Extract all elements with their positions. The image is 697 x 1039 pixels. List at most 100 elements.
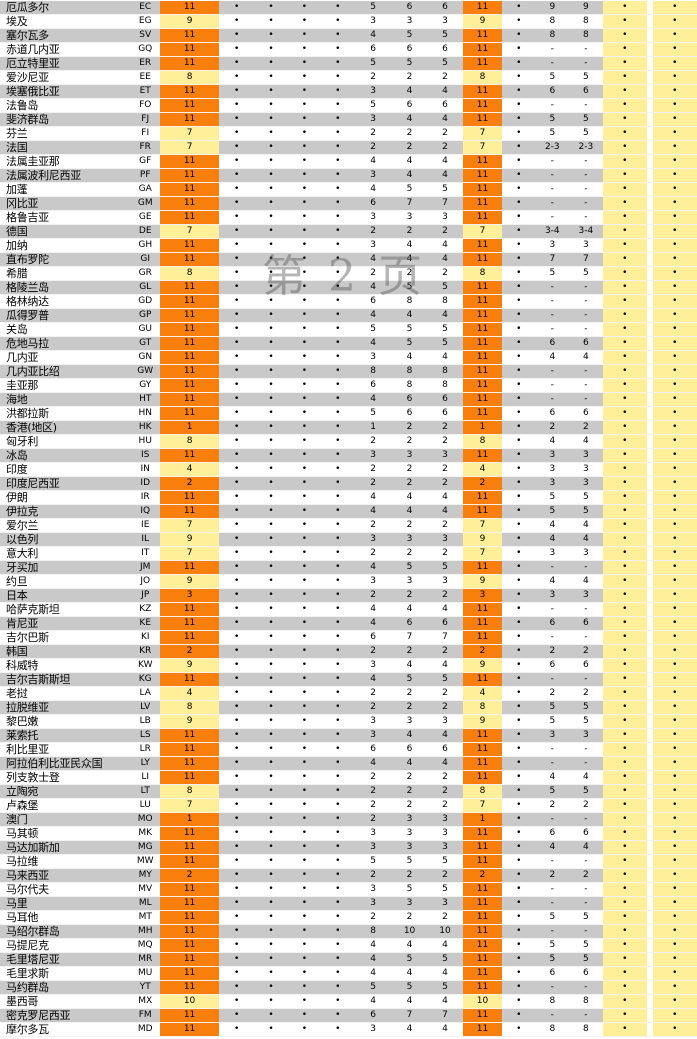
country-name-cell: 马里 bbox=[0, 896, 131, 911]
value-f-cell: - bbox=[535, 854, 570, 869]
value-f-cell: 5 bbox=[535, 910, 570, 925]
country-code-cell: SV bbox=[130, 28, 161, 43]
value-d-cell: 6 bbox=[427, 406, 463, 421]
value-f-cell: - bbox=[535, 182, 570, 197]
country-code-cell: KZ bbox=[130, 602, 161, 617]
table-row: 匈牙利 HU 8 • • • • 2 2 2 8 • 4 4 • • bbox=[0, 434, 697, 449]
value-e-cell: 11 bbox=[462, 742, 503, 757]
mark-7-cell: • bbox=[652, 140, 697, 155]
value-a-cell: 11 bbox=[160, 252, 220, 267]
value-g-cell: - bbox=[569, 210, 603, 225]
value-g-cell: 2 bbox=[569, 868, 603, 883]
value-a-cell: 11 bbox=[160, 1008, 220, 1023]
mark-5-cell: • bbox=[502, 182, 536, 197]
country-name-cell: 香港(地区) bbox=[0, 420, 131, 435]
country-code-cell: FJ bbox=[130, 112, 161, 127]
mark-7-cell: • bbox=[652, 1, 697, 15]
value-d-cell: 6 bbox=[427, 98, 463, 113]
value-f-cell: 3 bbox=[535, 546, 570, 561]
table-row: 格陵兰岛 GL 11 • • • • 4 5 5 11 • - - • • bbox=[0, 280, 697, 295]
mark-1-cell: • bbox=[219, 294, 255, 309]
mark-5-cell: • bbox=[502, 98, 536, 113]
mark-2-cell: • bbox=[254, 154, 288, 169]
mark-1-cell: • bbox=[219, 854, 255, 869]
value-b-cell: 4 bbox=[354, 756, 392, 771]
mark-5-cell: • bbox=[502, 490, 536, 505]
value-e-cell: 11 bbox=[462, 210, 503, 225]
value-b-cell: 4 bbox=[354, 154, 392, 169]
mark-1-cell: • bbox=[219, 882, 255, 897]
value-g-cell: 2 bbox=[569, 420, 603, 435]
mark-3-cell: • bbox=[287, 154, 322, 169]
mark-3-cell: • bbox=[287, 560, 322, 575]
mark-6-cell: • bbox=[602, 644, 647, 659]
column-gap bbox=[646, 140, 653, 155]
value-g-cell: 5 bbox=[569, 490, 603, 505]
value-f-cell: 2-3 bbox=[535, 140, 570, 155]
country-code-cell: LS bbox=[130, 728, 161, 743]
value-e-cell: 7 bbox=[462, 546, 503, 561]
mark-5-cell: • bbox=[502, 742, 536, 757]
mark-3-cell: • bbox=[287, 210, 322, 225]
table-row: 印度 IN 4 • • • • 2 2 2 4 • 3 3 • • bbox=[0, 462, 697, 477]
mark-2-cell: • bbox=[254, 532, 288, 547]
table-row: 马耳他 MT 11 • • • • 2 2 2 11 • 5 5 • • bbox=[0, 910, 697, 925]
value-e-cell: 7 bbox=[462, 224, 503, 239]
value-g-cell: - bbox=[569, 560, 603, 575]
country-name-cell: 韩国 bbox=[0, 644, 131, 659]
value-f-cell: 9 bbox=[535, 1, 570, 15]
country-code-cell: FR bbox=[130, 140, 161, 155]
mark-3-cell: • bbox=[287, 112, 322, 127]
mark-1-cell: • bbox=[219, 28, 255, 43]
country-name-cell: 埃塞俄比亚 bbox=[0, 84, 131, 99]
mark-7-cell: • bbox=[652, 966, 697, 981]
mark-3-cell: • bbox=[287, 630, 322, 645]
value-g-cell: - bbox=[569, 322, 603, 337]
mark-2-cell: • bbox=[254, 574, 288, 589]
country-name-cell: 毛里求斯 bbox=[0, 966, 131, 981]
value-e-cell: 11 bbox=[462, 672, 503, 687]
mark-4-cell: • bbox=[321, 322, 355, 337]
value-g-cell: 6 bbox=[569, 658, 603, 673]
country-code-cell: JM bbox=[130, 560, 161, 575]
value-b-cell: 5 bbox=[354, 98, 392, 113]
mark-2-cell: • bbox=[254, 448, 288, 463]
mark-3-cell: • bbox=[287, 616, 322, 631]
value-c-cell: 5 bbox=[391, 672, 428, 687]
value-b-cell: 3 bbox=[354, 714, 392, 729]
table-row: 阿拉伯利比亚民众国 LY 11 • • • • 4 4 4 11 • - - • • bbox=[0, 756, 697, 771]
value-d-cell: 2 bbox=[427, 266, 463, 281]
country-code-cell: MT bbox=[130, 910, 161, 925]
value-b-cell: 2 bbox=[354, 462, 392, 477]
mark-1-cell: • bbox=[219, 952, 255, 967]
mark-1-cell: • bbox=[219, 798, 255, 813]
mark-4-cell: • bbox=[321, 938, 355, 953]
value-e-cell: 2 bbox=[462, 644, 503, 659]
country-name-cell: 日本 bbox=[0, 588, 131, 603]
value-a-cell: 7 bbox=[160, 224, 220, 239]
mark-4-cell: • bbox=[321, 154, 355, 169]
mark-4-cell: • bbox=[321, 14, 355, 29]
value-a-cell: 9 bbox=[160, 574, 220, 589]
mark-5-cell: • bbox=[502, 910, 536, 925]
value-d-cell: 2 bbox=[427, 434, 463, 449]
mark-4-cell: • bbox=[321, 504, 355, 519]
country-code-cell: IL bbox=[130, 532, 161, 547]
column-gap bbox=[646, 938, 653, 953]
mark-2-cell: • bbox=[254, 98, 288, 113]
country-name-cell: 加蓬 bbox=[0, 182, 131, 197]
column-gap bbox=[646, 658, 653, 673]
mark-2-cell: • bbox=[254, 756, 288, 771]
table-row: 加纳 GH 11 • • • • 3 4 4 11 • 3 3 • • bbox=[0, 238, 697, 253]
value-c-cell: 3 bbox=[391, 532, 428, 547]
mark-6-cell: • bbox=[602, 126, 647, 141]
value-b-cell: 2 bbox=[354, 518, 392, 533]
mark-6-cell: • bbox=[602, 840, 647, 855]
country-name-cell: 伊拉克 bbox=[0, 504, 131, 519]
mark-2-cell: • bbox=[254, 658, 288, 673]
country-code-cell: ML bbox=[130, 896, 161, 911]
value-f-cell: 3 bbox=[535, 448, 570, 463]
value-b-cell: 5 bbox=[354, 406, 392, 421]
value-g-cell: - bbox=[569, 378, 603, 393]
country-code-cell: IE bbox=[130, 518, 161, 533]
